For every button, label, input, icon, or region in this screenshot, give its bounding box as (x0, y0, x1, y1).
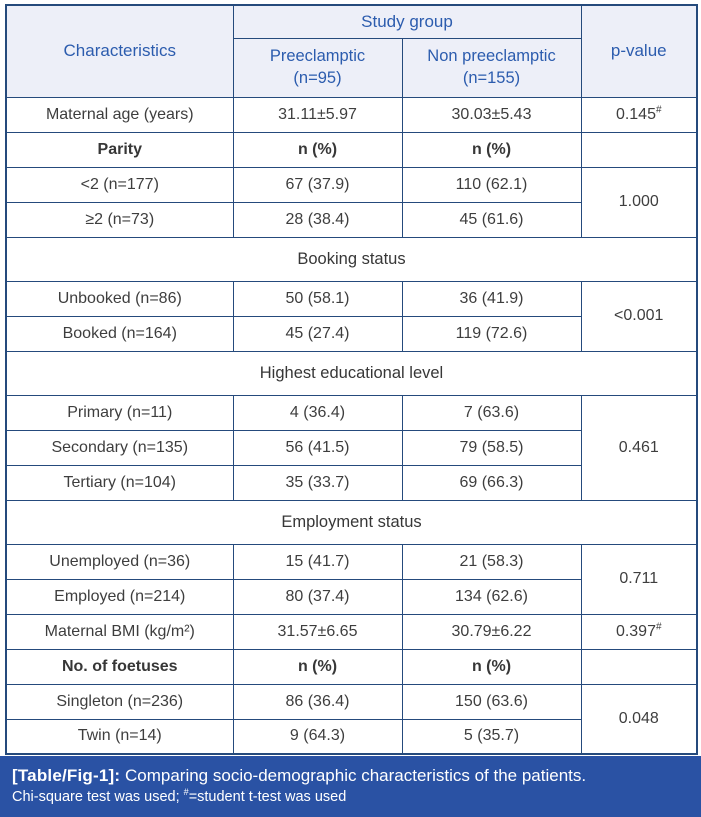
row-tertiary: Tertiary (n=104) 35 (33.7) 69 (66.3) (5, 464, 697, 501)
row-label: Tertiary (n=104) (5, 464, 234, 501)
cell-non-preeclamptic: 69 (66.3) (401, 464, 582, 501)
footnote: Chi-square test was used; #=student t-te… (12, 787, 687, 806)
header-cell-preeclamptic: Preeclamptic (n=95) (232, 37, 403, 98)
header-cell-characteristics: Characteristics (5, 4, 234, 98)
row-label: Singleton (n=236) (5, 683, 234, 720)
cell-preeclamptic: 4 (36.4) (232, 394, 403, 431)
cell-non-preeclamptic: 45 (61.6) (401, 201, 582, 238)
cell-non-preeclamptic: 7 (63.6) (401, 394, 582, 431)
row-label: Secondary (n=135) (5, 429, 234, 466)
section-label: Highest educational level (5, 350, 698, 396)
row-primary: Primary (n=11) 4 (36.4) 7 (63.6) 0.461 (5, 394, 698, 501)
footnote-post: =student t-test was used (188, 789, 347, 806)
header-cell-non-preeclamptic: Non preeclamptic (n=155) (401, 37, 582, 98)
row-label: Primary (n=11) (5, 394, 234, 431)
p-value-text: 0.397 (615, 622, 656, 640)
row-maternal-bmi: Maternal BMI (kg/m²) 31.57±6.65 30.79±6.… (5, 613, 698, 650)
header-row-group: Characteristics Study group p-value (5, 4, 698, 98)
cell-non-preeclamptic: n (%) (401, 648, 582, 685)
row-singleton: Singleton (n=236) 86 (36.4) 150 (63.6) 0… (5, 683, 698, 755)
row-twin: Twin (n=14) 9 (64.3) 5 (35.7) (5, 718, 697, 755)
cell-preeclamptic: 35 (33.7) (232, 464, 403, 501)
row-label: Parity (5, 131, 234, 168)
cell-non-preeclamptic: 30.03±5.43 (401, 96, 582, 133)
cell-preeclamptic: 86 (36.4) (232, 683, 403, 720)
cell-p-value: 0.461 (580, 394, 698, 501)
cell-non-preeclamptic: 30.79±6.22 (401, 613, 582, 650)
row-parity-header: Parity n (%) n (%) (5, 131, 698, 168)
caption-line: [Table/Fig-1]: Comparing socio-demograph… (12, 765, 687, 786)
socio-demographic-table: Characteristics Study group p-value Pree… (5, 4, 698, 755)
footnote-superscript: # (183, 787, 189, 798)
cell-preeclamptic: 80 (37.4) (232, 578, 403, 615)
cell-non-preeclamptic: 5 (35.7) (401, 718, 582, 755)
cell-preeclamptic: 45 (27.4) (232, 315, 403, 352)
group1-n: (n=95) (293, 68, 342, 87)
cell-preeclamptic: 31.11±5.97 (232, 96, 403, 133)
row-label: <2 (n=177) (5, 166, 234, 203)
p-value-superscript: # (655, 104, 662, 116)
cell-non-preeclamptic: 119 (72.6) (401, 315, 582, 352)
row-maternal-age: Maternal age (years) 31.11±5.97 30.03±5.… (5, 96, 698, 133)
row-unbooked: Unbooked (n=86) 50 (58.1) 36 (41.9) <0.0… (5, 280, 698, 352)
row-label: ≥2 (n=73) (5, 201, 234, 238)
caption-text: Comparing socio-demographic characterist… (120, 766, 587, 785)
row-label: Maternal BMI (kg/m²) (5, 613, 234, 650)
table-figure: Characteristics Study group p-value Pree… (0, 4, 701, 817)
cell-non-preeclamptic: 110 (62.1) (401, 166, 582, 203)
group2-name: Non preeclamptic (427, 47, 556, 66)
row-label: Unemployed (n=36) (5, 543, 234, 580)
cell-preeclamptic: 28 (38.4) (232, 201, 403, 238)
row-label: Unbooked (n=86) (5, 280, 234, 317)
row-foetuses-header: No. of foetuses n (%) n (%) (5, 648, 698, 685)
cell-non-preeclamptic: 36 (41.9) (401, 280, 582, 317)
caption-bar: [Table/Fig-1]: Comparing socio-demograph… (0, 756, 701, 817)
cell-preeclamptic: 50 (58.1) (232, 280, 403, 317)
footnote-pre: Chi-square test was used; (12, 789, 184, 806)
cell-preeclamptic: 31.57±6.65 (232, 613, 403, 650)
row-parity-ge2: ≥2 (n=73) 28 (38.4) 45 (61.6) (5, 201, 697, 238)
cell-p-value: <0.001 (580, 280, 698, 352)
header-cell-study-group: Study group (232, 4, 582, 39)
row-unemployed: Unemployed (n=36) 15 (41.7) 21 (58.3) 0.… (5, 543, 698, 615)
header-cell-p-value: p-value (580, 4, 698, 98)
cell-p-value: 0.711 (580, 543, 698, 615)
section-label: Booking status (5, 236, 698, 282)
row-label: Twin (n=14) (5, 718, 234, 755)
section-row-booking-status: Booking status (5, 236, 698, 282)
caption-label: [Table/Fig-1]: (12, 766, 121, 785)
group1-name: Preeclamptic (269, 47, 366, 66)
cell-preeclamptic: 9 (64.3) (232, 718, 403, 755)
cell-p-value-empty (580, 648, 698, 685)
cell-non-preeclamptic: 134 (62.6) (401, 578, 582, 615)
row-parity-lt2: <2 (n=177) 67 (37.9) 110 (62.1) 1.000 (5, 166, 698, 238)
cell-non-preeclamptic: 150 (63.6) (401, 683, 582, 720)
cell-p-value: 0.145# (580, 96, 698, 133)
cell-preeclamptic: 56 (41.5) (232, 429, 403, 466)
row-label: No. of foetuses (5, 648, 234, 685)
cell-preeclamptic: 67 (37.9) (232, 166, 403, 203)
row-label: Booked (n=164) (5, 315, 234, 352)
section-row-education: Highest educational level (5, 350, 698, 396)
p-value-text: 0.145 (615, 105, 656, 123)
row-label: Employed (n=214) (5, 578, 234, 615)
cell-preeclamptic: n (%) (232, 648, 403, 685)
cell-preeclamptic: 15 (41.7) (232, 543, 403, 580)
header-row-subgroups: Preeclamptic (n=95) Non preeclamptic (n=… (6, 37, 697, 98)
cell-non-preeclamptic: 21 (58.3) (401, 543, 582, 580)
cell-p-value: 1.000 (580, 166, 698, 238)
cell-non-preeclamptic: n (%) (401, 131, 582, 168)
row-employed: Employed (n=214) 80 (37.4) 134 (62.6) (5, 578, 697, 615)
section-row-employment: Employment status (5, 499, 698, 545)
row-label: Maternal age (years) (5, 96, 234, 133)
group2-n: (n=155) (462, 68, 521, 87)
cell-p-value-empty (580, 131, 698, 168)
cell-preeclamptic: n (%) (232, 131, 403, 168)
cell-non-preeclamptic: 79 (58.5) (401, 429, 582, 466)
section-label: Employment status (5, 499, 698, 545)
row-booked: Booked (n=164) 45 (27.4) 119 (72.6) (5, 315, 697, 352)
p-value-superscript: # (655, 621, 662, 633)
cell-p-value: 0.397# (580, 613, 698, 650)
cell-p-value: 0.048 (580, 683, 698, 755)
